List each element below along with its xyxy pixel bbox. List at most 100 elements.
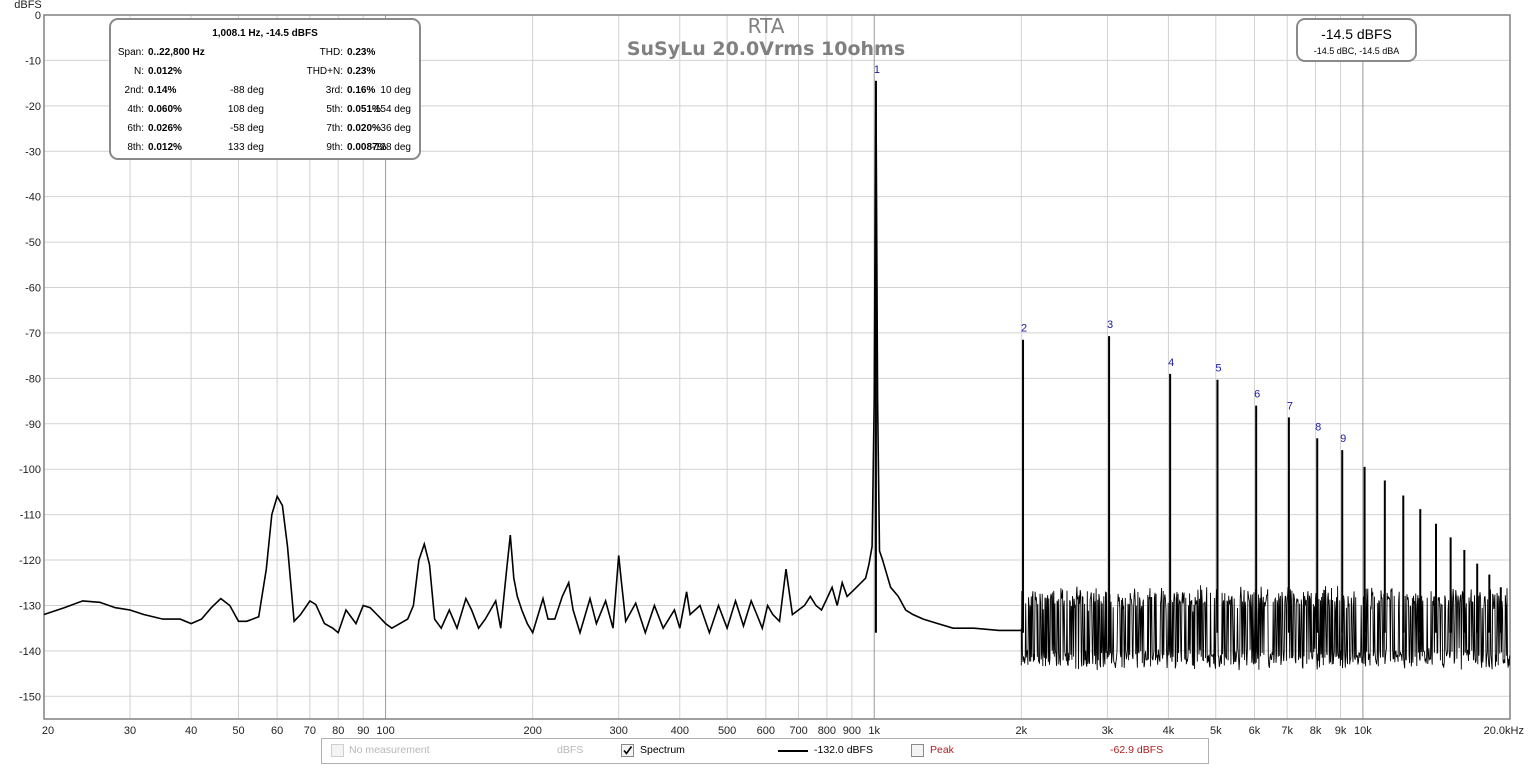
- stats-r3-c0-phase: 108 deg: [227, 104, 264, 115]
- y-tick-label: -50: [25, 237, 41, 249]
- y-tick-label: -10: [25, 55, 41, 67]
- spectrum-line-low: [43, 80, 1022, 636]
- peak-checkbox[interactable]: [911, 744, 924, 757]
- stats-r1-c1-value: 0.23%: [347, 66, 376, 77]
- peak-label: Peak: [930, 744, 954, 756]
- x-tick-label: 2k: [1016, 725, 1028, 737]
- stats-r3-c0-label: 4th:: [127, 104, 144, 115]
- stats-r1-c0-value: 0.012%: [148, 66, 182, 77]
- no-measurement-label: No measurement: [349, 744, 430, 756]
- x-tick-label: 30: [124, 725, 136, 737]
- chart-subtitle: SuSyLu 20.0Vrms 10ohms: [626, 38, 906, 60]
- y-tick-label: -80: [25, 373, 41, 385]
- spectrum-trace: [43, 80, 1511, 671]
- stats-r3-c1-phase: -154 deg: [371, 104, 411, 115]
- x-tick-label: 400: [671, 725, 689, 737]
- y-tick-label: -130: [19, 600, 41, 612]
- stats-r5-c0-label: 8th:: [127, 142, 144, 153]
- spectrum-line-noise: [1020, 585, 1511, 671]
- y-tick-label: -100: [19, 464, 41, 476]
- x-tick-label: 50: [232, 725, 244, 737]
- harmonic-label: 5: [1215, 363, 1221, 375]
- x-tick-label: 300: [610, 725, 628, 737]
- x-tick-label: 700: [789, 725, 807, 737]
- y-tick-label: -90: [25, 419, 41, 431]
- x-tick-label: 80: [332, 725, 344, 737]
- stats-r4-c1-phase: 36 deg: [380, 123, 411, 134]
- x-tick-label: 20: [42, 725, 54, 737]
- stats-r4-c0-label: 6th:: [127, 123, 144, 134]
- stats-r4-c0-value: 0.026%: [148, 123, 182, 134]
- stats-r0-c1-value: 0.23%: [347, 47, 376, 58]
- stats-r2-c0-value: 0.14%: [148, 85, 177, 96]
- spectrum-value: -132.0 dBFS: [814, 744, 873, 756]
- plot-axes: 0 -10 -20 -30 -40 -50 -60 -70 -80 -90 -100 -110 -120…: [14, 0, 1524, 737]
- checkmark-icon: [623, 746, 633, 755]
- stats-r5-c0-phase: 133 deg: [227, 142, 264, 153]
- stats-r4-c1-label: 7th:: [326, 123, 343, 134]
- harmonic-label: 6: [1254, 389, 1260, 401]
- stats-r2-c0-label: 2nd:: [124, 85, 144, 96]
- plot-frame: [43, 14, 1511, 720]
- x-tick-label: 5k: [1210, 725, 1222, 737]
- legend-bar: No measurement dBFS Spectrum -132.0 dBFS…: [321, 738, 1209, 764]
- stats-r4-c0-phase: -58 deg: [230, 123, 264, 134]
- stats-r3-c1-label: 5th:: [326, 104, 343, 115]
- y-tick-label: -120: [19, 555, 41, 567]
- distortion-stats-panel: 1,008.1 Hz, -14.5 dBFS Span: 0..22,800 Hz…: [109, 18, 421, 160]
- spectrum-label: Spectrum: [640, 744, 685, 756]
- stats-r3-c0-value: 0.060%: [148, 104, 182, 115]
- harmonic-labels: 1 2 3 4 5 6 7 8 9: [874, 64, 1346, 445]
- stats-r1-c0-label: N:: [134, 66, 144, 77]
- chart-title: RTA: [747, 14, 785, 38]
- stats-r4-c1-value: 0.020%: [347, 123, 381, 134]
- x-tick-label: 20.0kHz: [1484, 725, 1524, 737]
- stats-r2-c1-phase: 10 deg: [380, 85, 411, 96]
- y-tick-label: -110: [20, 510, 41, 522]
- y-axis-label: dBFS: [14, 0, 42, 11]
- x-tick-label: 4k: [1163, 725, 1175, 737]
- peak-value: -62.9 dBFS: [1110, 744, 1164, 756]
- level-main-value: -14.5 dBFS: [1321, 26, 1392, 42]
- harmonic-label: 3: [1107, 319, 1113, 331]
- stats-header: 1,008.1 Hz, -14.5 dBFS: [212, 28, 318, 39]
- y-tick-label: -20: [25, 101, 41, 113]
- x-tick-label: 40: [185, 725, 197, 737]
- x-tick-label: 8k: [1310, 725, 1322, 737]
- x-tick-label: 3k: [1102, 725, 1114, 737]
- level-sub-value: -14.5 dBC, -14.5 dBA: [1313, 46, 1400, 56]
- harmonic-label: 4: [1168, 357, 1174, 369]
- y-tick-label: -40: [25, 192, 41, 204]
- stats-r5-c1-value: 0.0087%: [347, 142, 387, 153]
- spectrum-checkbox[interactable]: [621, 744, 634, 757]
- x-tick-label: 10k: [1354, 725, 1372, 737]
- stats-r2-c1-value: 0.16%: [347, 85, 376, 96]
- x-tick-label: 1k: [868, 725, 880, 737]
- x-tick-label: 90: [357, 725, 369, 737]
- x-tick-label: 70: [304, 725, 316, 737]
- stats-r2-c0-phase: -88 deg: [230, 85, 264, 96]
- stats-r5-c0-value: 0.012%: [148, 142, 182, 153]
- stats-r0-c0-value: 0..22,800 Hz: [148, 47, 205, 58]
- stats-r0-c0-label: Span:: [117, 47, 144, 58]
- stats-r5-c1-phase: -128 deg: [371, 142, 411, 153]
- harmonic-label: 1: [874, 64, 880, 76]
- stats-r0-c1-label: THD:: [319, 47, 343, 58]
- harmonic-label: 7: [1287, 400, 1293, 412]
- y-tick-label: -150: [19, 691, 41, 703]
- stats-r3-c1-value: 0.051%: [347, 104, 381, 115]
- level-readout-panel: -14.5 dBFS -14.5 dBC, -14.5 dBA: [1296, 18, 1417, 62]
- x-tick-label: 7k: [1281, 725, 1293, 737]
- x-tick-label: 6k: [1249, 725, 1261, 737]
- stats-r1-c1-label: THD+N:: [306, 66, 343, 77]
- x-tick-label: 9k: [1335, 725, 1347, 737]
- y-tick-label: -140: [19, 646, 41, 658]
- spectrum-swatch: [778, 750, 808, 752]
- harmonic-label: 9: [1340, 433, 1346, 445]
- x-tick-label: 900: [843, 725, 861, 737]
- x-tick-label: 200: [523, 725, 541, 737]
- x-tick-label: 600: [757, 725, 775, 737]
- y-tick-label: 0: [35, 10, 41, 22]
- y-tick-label: -30: [25, 146, 41, 158]
